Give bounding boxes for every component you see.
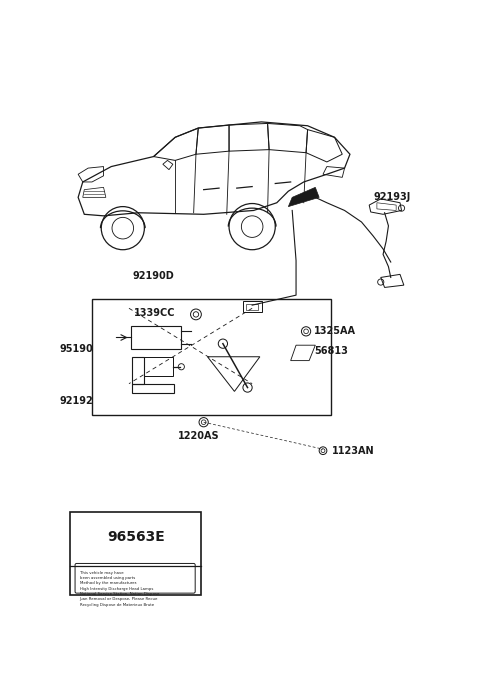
- Text: High Intensity Discharge Head Lamps: High Intensity Discharge Head Lamps: [80, 587, 153, 591]
- Bar: [92, 299, 331, 414]
- Text: been assembled using parts: been assembled using parts: [80, 576, 135, 580]
- Text: Recycling Dispose de Materieux Brute: Recycling Dispose de Materieux Brute: [80, 603, 154, 607]
- Text: 1220AS: 1220AS: [178, 432, 219, 441]
- Bar: [144, 357, 173, 376]
- Text: 96563E: 96563E: [107, 530, 165, 544]
- FancyBboxPatch shape: [75, 564, 195, 593]
- Bar: [131, 326, 180, 349]
- Text: Juan Removal or Despose, Please Recue: Juan Removal or Despose, Please Recue: [80, 598, 158, 601]
- Bar: [71, 512, 201, 596]
- Text: 92192: 92192: [60, 395, 94, 406]
- Polygon shape: [288, 188, 319, 206]
- Text: 92190D: 92190D: [132, 271, 174, 281]
- Text: 92193J: 92193J: [373, 193, 410, 202]
- Text: This vehicle may have: This vehicle may have: [80, 571, 123, 575]
- Text: 1325AA: 1325AA: [314, 327, 356, 336]
- Text: 56813: 56813: [314, 346, 348, 357]
- Text: National Service Station, Nation Dispose: National Service Station, Nation Dispose: [80, 592, 159, 596]
- Text: Method by the manufacturer.: Method by the manufacturer.: [80, 581, 137, 585]
- Bar: [246, 304, 258, 310]
- Text: 95190: 95190: [60, 344, 94, 354]
- Text: 1123AN: 1123AN: [332, 445, 375, 456]
- Bar: [243, 302, 262, 312]
- Text: 1339CC: 1339CC: [133, 308, 175, 318]
